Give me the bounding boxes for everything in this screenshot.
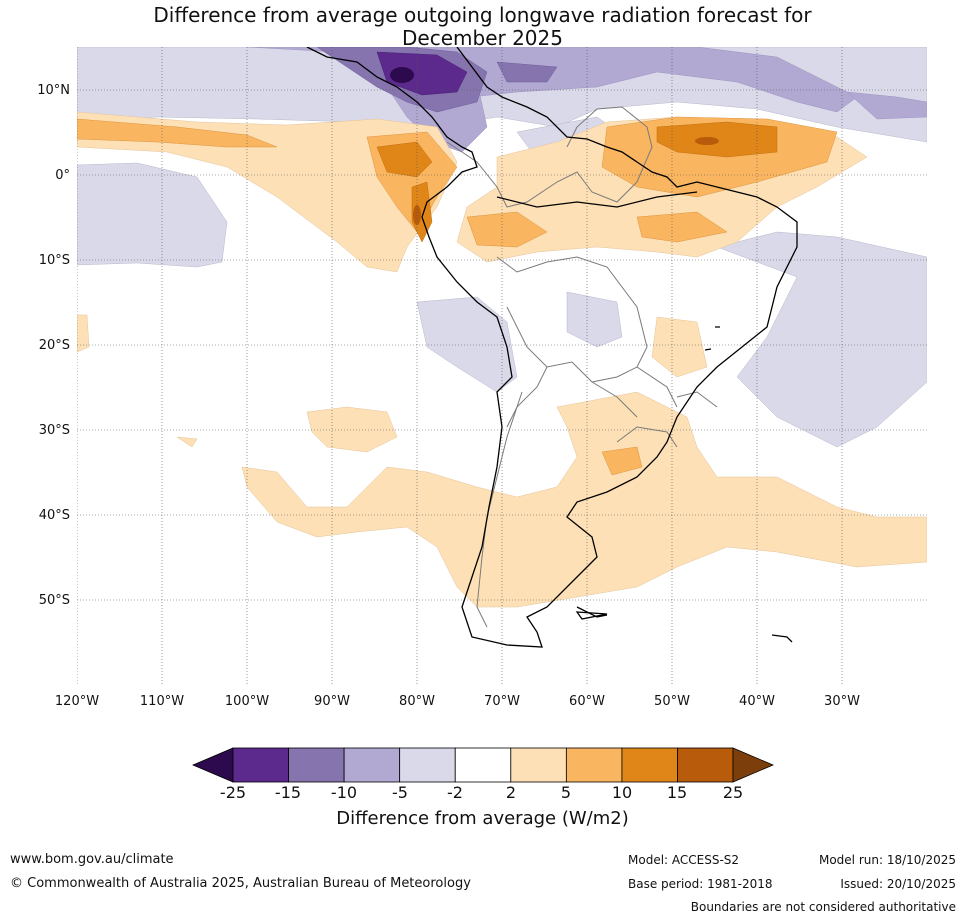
colorbar-cell — [621, 747, 678, 783]
website-link[interactable]: www.bom.gov.au/climate — [10, 852, 174, 867]
colorbar-tick: -10 — [330, 783, 358, 802]
colorbar-tick: -25 — [219, 783, 247, 802]
colorbar-cell — [677, 747, 734, 783]
colorbar-title: Difference from average (W/m2) — [336, 808, 629, 829]
colorbar-upper-extend — [732, 747, 775, 783]
lon-label-80w: 80°W — [399, 694, 435, 709]
coastline — [306, 47, 798, 648]
colorbar-cell — [399, 747, 456, 783]
colorbar-tick: 2 — [505, 783, 517, 802]
lat-label-10n: 10°N — [37, 83, 70, 98]
lon-label-30w: 30°W — [824, 694, 860, 709]
lon-label-120w: 120°W — [54, 694, 100, 709]
colorbar-tick: -2 — [447, 783, 463, 802]
lon-label-50w: 50°W — [654, 694, 690, 709]
disclaimer-text: Boundaries are not considered authoritat… — [690, 900, 956, 914]
title-line-2: December 2025 — [402, 26, 563, 50]
colorbar-cell — [510, 747, 567, 783]
chart-title: Difference from average outgoing longwav… — [0, 4, 965, 50]
colorbar-cell — [565, 747, 623, 783]
lon-label-100w: 100°W — [224, 694, 270, 709]
lon-label-60w: 60°W — [569, 694, 605, 709]
graticule — [77, 47, 927, 685]
title-line-1: Difference from average outgoing longwav… — [153, 3, 812, 27]
colorbar-cell — [454, 747, 512, 783]
lon-label-70w: 70°W — [484, 694, 520, 709]
colorbar — [191, 747, 775, 783]
colorbar-lower-extend — [191, 747, 234, 783]
lon-label-110w: 110°W — [139, 694, 185, 709]
lat-label-20s: 20°S — [38, 338, 70, 353]
colorbar-cell — [288, 747, 345, 783]
lat-label-50s: 50°S — [38, 593, 70, 608]
model-text: Model: ACCESS-S2 — [628, 853, 740, 867]
colorbar-tick: 10 — [611, 783, 633, 802]
colorbar-tick: -5 — [392, 783, 408, 802]
colorbar-cell — [343, 747, 401, 783]
band-lt-min25 — [390, 67, 414, 83]
issued-text: Issued: 20/10/2025 — [840, 877, 956, 891]
copyright-text: © Commonwealth of Australia 2025, Austra… — [10, 876, 471, 891]
colorbar-cells — [232, 747, 734, 783]
colorbar-cell — [232, 747, 289, 783]
lat-label-40s: 40°S — [38, 508, 70, 523]
lat-label-0: 0° — [55, 168, 70, 183]
colorbar-tick: -15 — [274, 783, 302, 802]
lon-label-90w: 90°W — [314, 694, 350, 709]
anomaly-map — [77, 47, 927, 685]
model-run-text: Model run: 18/10/2025 — [818, 853, 956, 867]
lon-label-40w: 40°W — [739, 694, 775, 709]
colorbar-tick: 25 — [722, 783, 744, 802]
colorbar-tick: 5 — [560, 783, 572, 802]
base-period-text: Base period: 1981-2018 — [628, 877, 773, 891]
colorbar-tick: 15 — [666, 783, 688, 802]
lat-label-10s: 10°S — [38, 253, 70, 268]
country-boundaries — [446, 106, 718, 628]
lat-label-30s: 30°S — [38, 423, 70, 438]
